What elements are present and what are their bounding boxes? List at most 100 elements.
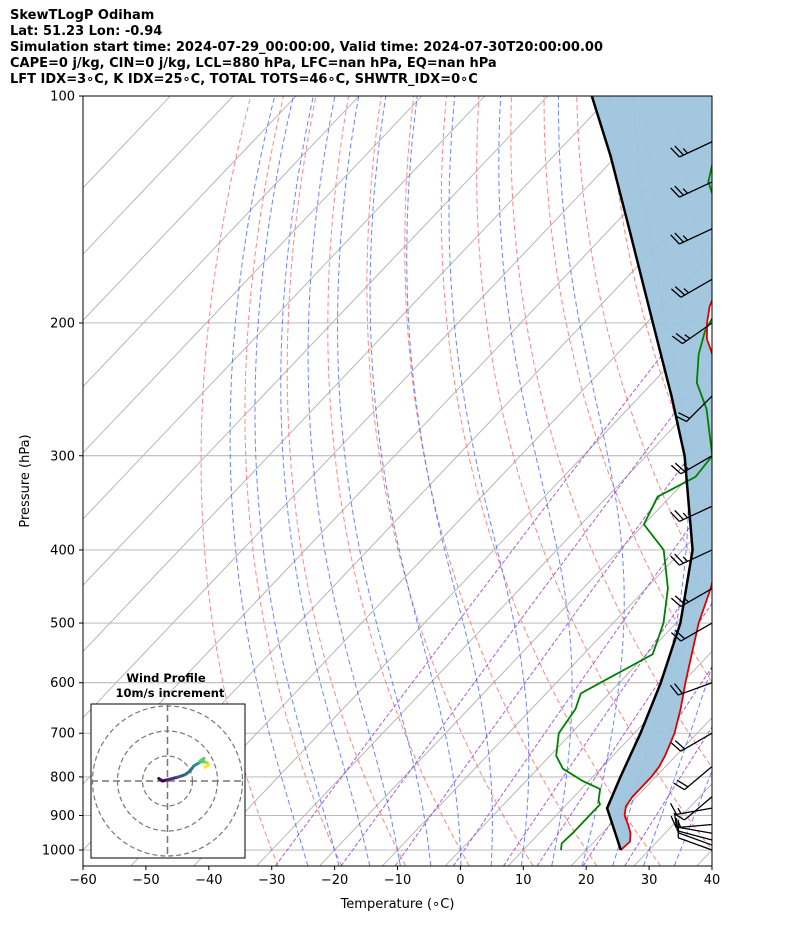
wind-barb	[673, 796, 713, 821]
y-tick-label: 300	[50, 449, 75, 464]
wind-barb-flag	[674, 740, 686, 750]
wind-barb-half-flag	[682, 188, 689, 194]
dry-adiabat-line	[327, 96, 470, 866]
indices-line: LFT IDX=3∘C, K IDX=25∘C, TOTAL TOTS=46∘C…	[10, 72, 478, 87]
x-tick-label: −40	[195, 873, 222, 888]
wind-barb	[670, 815, 713, 829]
moist-adiabat-line	[280, 96, 371, 866]
wind-barb-flag	[670, 288, 682, 298]
hodograph-subtitle: 10m/s increment	[116, 686, 225, 700]
wind-barb	[670, 622, 713, 642]
dry-adiabat-line	[200, 96, 279, 866]
wind-barb	[670, 549, 713, 566]
hodograph-plot	[91, 704, 245, 858]
wind-barb	[674, 395, 713, 423]
chart-title: SkewTLogP Odiham	[10, 8, 155, 23]
y-tick-label: 400	[50, 543, 75, 558]
isotherm-line	[83, 96, 360, 388]
wind-barb-flag	[670, 511, 680, 522]
isotherm-line	[570, 716, 712, 866]
y-axis-label: Pressure (hPa)	[18, 434, 33, 527]
isotherm-line	[83, 96, 297, 321]
wind-barb	[674, 814, 713, 834]
dry-adiabat-line	[576, 96, 712, 596]
wind-barb	[670, 228, 713, 245]
wind-barb-flag	[673, 812, 685, 821]
wind-barb	[669, 682, 713, 696]
y-tick-label: 100	[50, 90, 75, 105]
wind-barb-half-flag	[682, 512, 689, 519]
x-tick-label: −50	[132, 873, 159, 888]
x-tick-label: 30	[641, 873, 658, 888]
wind-barb-flag	[669, 684, 679, 696]
wind-barb-half-flag	[677, 807, 682, 814]
wind-barb-staff	[680, 732, 713, 752]
x-axis-label: Temperature (∘C)	[340, 897, 455, 912]
wind-barb-flag	[674, 553, 684, 564]
wind-barb-flag	[676, 779, 689, 788]
wind-barb-staff	[684, 796, 713, 821]
y-tick-label: 900	[50, 809, 75, 824]
isotherm-line	[83, 96, 423, 454]
wind-barb-flag	[674, 595, 686, 605]
moist-adiabat-line	[406, 96, 493, 866]
wind-barb-staff	[680, 278, 713, 298]
y-tick-label: 200	[50, 316, 75, 331]
moist-adiabat-line	[557, 96, 625, 866]
wind-barb	[671, 322, 713, 345]
wind-barb-staff	[686, 395, 713, 422]
wind-barb-flag	[674, 415, 687, 423]
mixing-ratio-line	[503, 558, 712, 866]
wind-barb-staff	[679, 228, 713, 245]
wind-barb-staff	[679, 505, 713, 523]
axes: −60 −50 −40 −30 −20 −10 0 10 20 30 40 1000 900 800 700…	[18, 90, 720, 913]
wind-barb-flag	[669, 802, 678, 815]
moist-adiabat-line	[448, 96, 530, 866]
wind-barb-flag	[670, 597, 682, 608]
dewpoint-profile-line	[555, 161, 712, 851]
x-tick-label: 20	[578, 873, 595, 888]
wind-barb-staff	[682, 322, 713, 345]
y-tick-label: 700	[50, 727, 75, 742]
wind-barb-staff	[677, 830, 713, 841]
dry-adiabat-line	[772, 96, 794, 866]
wind-barbs	[669, 141, 713, 851]
parameters-line: CAPE=0 j/kg, CIN=0 j/kg, LCL=880 hPa, LF…	[10, 56, 497, 71]
wind-barb-staff	[677, 832, 713, 846]
wind-barb-flag	[674, 462, 686, 472]
wind-barb	[670, 141, 713, 158]
location-line: Lat: 51.23 Lon: -0.94	[10, 24, 163, 39]
wind-barb-half-flag	[682, 235, 689, 241]
wind-barb-half-flag	[677, 821, 682, 828]
wind-barb-staff	[680, 455, 713, 475]
dry-adiabat-line	[510, 96, 712, 769]
wind-barb-flag	[678, 412, 691, 419]
wind-barb	[673, 766, 713, 791]
x-tick-label: −30	[258, 873, 285, 888]
isotherm-line	[83, 96, 674, 719]
wind-barb	[675, 818, 713, 841]
wind-barb-flag	[674, 232, 684, 243]
wind-barb	[670, 181, 713, 198]
x-tick-label: −10	[384, 873, 411, 888]
isotherm-line	[83, 96, 234, 255]
mixing-ratio-line	[394, 424, 712, 866]
wind-barb-flag	[674, 286, 686, 296]
wind-barb-flag	[674, 629, 686, 640]
wind-barb-staff	[679, 549, 713, 566]
isotherm-line	[319, 452, 712, 866]
wind-barb	[670, 455, 713, 475]
wind-barb-flag	[674, 683, 683, 694]
y-tick-label: 500	[50, 617, 75, 632]
wind-barb-staff	[679, 181, 713, 198]
wind-barb-half-flag	[682, 556, 689, 562]
isotherm-line	[83, 96, 486, 520]
x-tick-label: 40	[704, 873, 721, 888]
y-tick-label: 800	[50, 770, 75, 785]
moist-adiabat-line	[498, 96, 573, 866]
time-line: Simulation start time: 2024-07-29_00:00:…	[10, 40, 603, 55]
wind-barb-staff	[679, 141, 713, 158]
cin-shaded-area	[591, 96, 712, 850]
